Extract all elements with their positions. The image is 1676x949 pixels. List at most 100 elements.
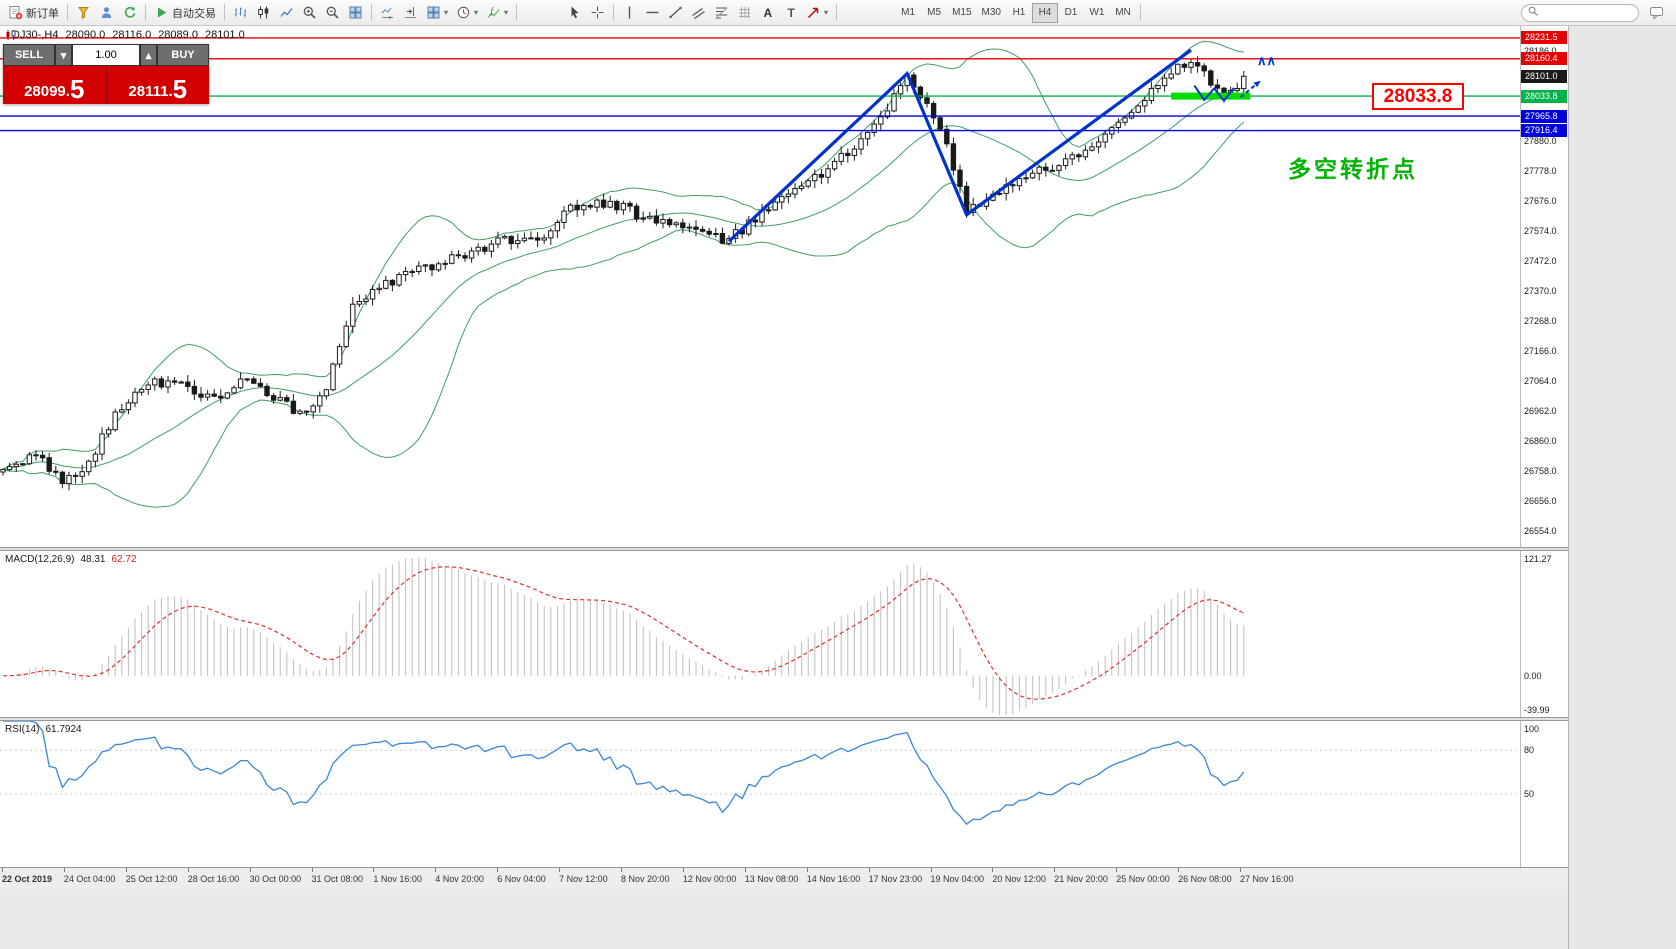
toolbar-group	[563, 2, 609, 24]
macd-axis-label: 0.00	[1524, 670, 1542, 681]
price-scale[interactable]	[1520, 26, 1521, 547]
fibonacci-retracement-icon[interactable]	[710, 2, 733, 24]
time-tick	[559, 868, 561, 872]
price-axis-label: 27472.0	[1524, 256, 1557, 267]
timeframe-mn-button[interactable]: MN	[1110, 3, 1136, 23]
line-chart-icon[interactable]	[275, 2, 298, 24]
trendline-icon[interactable]	[664, 2, 687, 24]
volume-input[interactable]	[72, 44, 140, 66]
price-axis-label: 27166.0	[1524, 346, 1557, 357]
timeframe-m15-button[interactable]: M15	[947, 3, 976, 23]
buy-price[interactable]: 28111. 5	[105, 66, 210, 104]
timeframe-w1-button[interactable]: W1	[1084, 3, 1110, 23]
toolbar-group: 自动交易	[150, 2, 220, 24]
text-icon[interactable]: A	[756, 2, 779, 24]
time-axis-label: 26 Nov 08:00	[1178, 874, 1232, 884]
crosshair-icon[interactable]	[586, 2, 609, 24]
rsi-scale[interactable]	[1520, 721, 1521, 867]
toolbar-separator	[836, 4, 838, 21]
search-input[interactable]	[1543, 7, 1631, 18]
time-axis-label: 17 Nov 23:00	[868, 874, 923, 884]
zoom-in-icon[interactable]	[298, 2, 321, 24]
time-axis-label: 1 Nov 16:00	[373, 874, 422, 884]
toolbar-separator	[67, 4, 68, 21]
price-axis-label: 26758.0	[1524, 466, 1557, 477]
main-toolbar: 新订单 自动交易 ▾ ▾ f ▾ A T ▾ M1 M5 M15 M30 H1 H4 D1 W1 MN	[0, 0, 1676, 26]
time-tick	[1240, 868, 1241, 872]
time-axis-label: 4 Nov 20:00	[435, 874, 484, 884]
macd-canvas[interactable]	[0, 551, 1520, 717]
chart-shift-icon[interactable]	[399, 2, 422, 24]
chart-window: ∧∧ DJ30-,H4 28090.0 28116.0 28089.0 2810…	[0, 26, 1568, 949]
chat-icon[interactable]	[1645, 2, 1668, 24]
timeframe-m30-button[interactable]: M30	[977, 3, 1006, 23]
horizontal-line-icon[interactable]	[641, 2, 664, 24]
rsi-axis-label: 100	[1524, 724, 1540, 734]
bar-chart-icon[interactable]	[229, 2, 252, 24]
svg-text:∧∧: ∧∧	[1257, 53, 1276, 68]
auto-scroll-icon[interactable]	[376, 2, 399, 24]
time-tick	[1054, 868, 1056, 872]
indicators-list-icon[interactable]: f ▾	[482, 2, 512, 24]
price-pane[interactable]: ∧∧ DJ30-,H4 28090.0 28116.0 28089.0 2810…	[0, 26, 1568, 547]
time-axis-label: 12 Nov 00:00	[682, 874, 737, 884]
arrows-icon[interactable]: ▾	[802, 2, 832, 24]
price-axis-label: 27064.0	[1524, 376, 1557, 387]
toolbar-separator	[224, 4, 225, 21]
sell-button[interactable]: SELL	[3, 44, 55, 66]
volume-up-button[interactable]: ▴	[140, 44, 157, 66]
toolbar-separator	[1139, 4, 1141, 21]
navigator-icon[interactable]	[95, 2, 118, 24]
zoom-out-icon[interactable]	[321, 2, 344, 24]
rsi-pane[interactable]: RSI(14) 61.7924 100 80 50	[0, 721, 1568, 867]
timeframe-d1-button[interactable]: D1	[1058, 3, 1084, 23]
pane-separator[interactable]	[0, 547, 1568, 551]
time-tick	[435, 868, 437, 872]
search-icon	[1528, 4, 1539, 22]
tile-windows-icon[interactable]	[344, 2, 367, 24]
refresh-icon[interactable]	[118, 2, 141, 24]
text-label-icon[interactable]: T	[779, 2, 802, 24]
price-axis-tag: 28231.5	[1521, 31, 1567, 45]
market-watch-icon[interactable]	[72, 2, 95, 24]
svg-text:f: f	[491, 6, 495, 16]
macd-pane[interactable]: MACD(12,26,9) 48.31 62.72 121.27 0.00 -39.…	[0, 551, 1568, 717]
toolbar-group	[72, 2, 141, 24]
ohlc-open: 28090.0	[65, 29, 106, 41]
sell-price[interactable]: 28099. 5	[24, 74, 85, 104]
equidistant-channel-icon[interactable]	[687, 2, 710, 24]
vertical-line-icon[interactable]	[618, 2, 641, 24]
toolbar-right	[1521, 2, 1672, 24]
time-tick	[682, 868, 684, 872]
buy-button[interactable]: BUY	[157, 44, 209, 66]
toolbar-group: ▾ ▾ f ▾	[376, 2, 512, 24]
ohlc-low: 28089.0	[158, 29, 198, 41]
new-order-button[interactable]: 新订单	[4, 2, 63, 24]
pane-separator[interactable]	[0, 717, 1568, 721]
volume-dropdown-button[interactable]: ▾	[55, 44, 72, 66]
grid-icon[interactable]	[733, 2, 756, 24]
macd-scale[interactable]	[1520, 551, 1521, 717]
cursor-icon[interactable]	[563, 2, 586, 24]
timeframe-h1-button[interactable]: H1	[1006, 3, 1032, 23]
algo-trading-button[interactable]: 自动交易	[150, 2, 220, 24]
timeframe-h4-button[interactable]: H4	[1031, 2, 1058, 23]
rsi-canvas[interactable]	[0, 721, 1520, 867]
time-axis-label: 25 Nov 00:00	[1116, 874, 1170, 884]
time-axis-label: 14 Nov 16:00	[806, 874, 861, 884]
new-window-icon[interactable]: ▾	[422, 2, 452, 24]
time-tick	[621, 868, 622, 872]
search-box[interactable]	[1521, 3, 1639, 22]
price-axis-label: 27676.0	[1524, 196, 1557, 207]
price-axis-tag: 27965.8	[1521, 109, 1567, 123]
toolbar-separator	[145, 4, 146, 21]
candlestick-chart-icon[interactable]	[252, 2, 275, 24]
timeframe-m1-button[interactable]: M1	[895, 3, 921, 23]
time-scale[interactable]: 22 Oct 2019 24 Oct 04:00 25 Oct 12:00 28 Oc…	[0, 867, 1568, 889]
periods-icon[interactable]: ▾	[452, 2, 482, 24]
time-axis-label: 25 Oct 12:00	[125, 874, 178, 884]
timeframe-m5-button[interactable]: M5	[921, 3, 947, 23]
rsi-axis-label: 80	[1524, 745, 1535, 756]
price-chart-canvas[interactable]: ∧∧	[0, 26, 1520, 547]
svg-text:T: T	[788, 6, 796, 20]
